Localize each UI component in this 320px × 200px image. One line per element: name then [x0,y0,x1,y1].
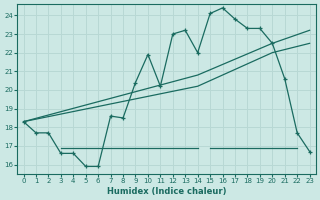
X-axis label: Humidex (Indice chaleur): Humidex (Indice chaleur) [107,187,226,196]
